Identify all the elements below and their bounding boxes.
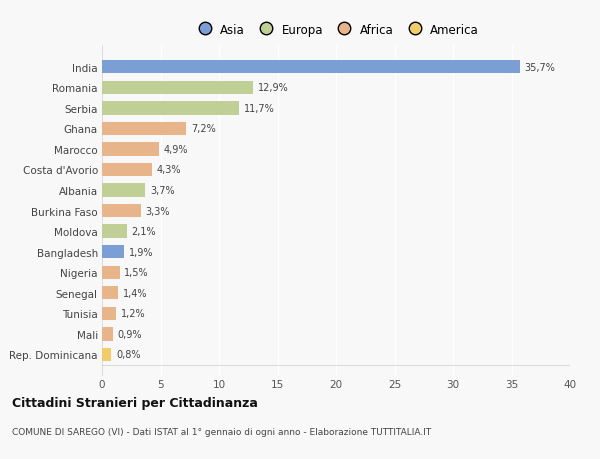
- Text: 12,9%: 12,9%: [257, 83, 289, 93]
- Bar: [102, 123, 186, 136]
- Text: 0,8%: 0,8%: [116, 350, 140, 360]
- Bar: [102, 163, 152, 177]
- Bar: [102, 328, 113, 341]
- Text: 1,9%: 1,9%: [129, 247, 154, 257]
- Text: COMUNE DI SAREGO (VI) - Dati ISTAT al 1° gennaio di ogni anno - Elaborazione TUT: COMUNE DI SAREGO (VI) - Dati ISTAT al 1°…: [12, 427, 431, 436]
- Text: 4,9%: 4,9%: [164, 145, 188, 155]
- Text: 11,7%: 11,7%: [244, 104, 274, 113]
- Bar: [102, 307, 116, 320]
- Text: 4,3%: 4,3%: [157, 165, 181, 175]
- Text: 35,7%: 35,7%: [524, 62, 555, 73]
- Text: 7,2%: 7,2%: [191, 124, 215, 134]
- Text: 1,5%: 1,5%: [124, 268, 149, 278]
- Bar: [102, 266, 119, 280]
- Bar: [102, 61, 520, 74]
- Bar: [102, 102, 239, 115]
- Bar: [102, 184, 145, 197]
- Text: 3,7%: 3,7%: [150, 185, 175, 196]
- Text: 1,2%: 1,2%: [121, 309, 145, 319]
- Text: Cittadini Stranieri per Cittadinanza: Cittadini Stranieri per Cittadinanza: [12, 396, 258, 409]
- Bar: [102, 246, 124, 259]
- Bar: [102, 225, 127, 238]
- Bar: [102, 286, 118, 300]
- Bar: [102, 348, 112, 361]
- Text: 1,4%: 1,4%: [123, 288, 148, 298]
- Bar: [102, 81, 253, 95]
- Bar: [102, 143, 160, 156]
- Text: 3,3%: 3,3%: [145, 206, 170, 216]
- Text: 2,1%: 2,1%: [131, 227, 156, 237]
- Legend: Asia, Europa, Africa, America: Asia, Europa, Africa, America: [188, 19, 484, 41]
- Text: 0,9%: 0,9%: [117, 329, 142, 339]
- Bar: [102, 204, 140, 218]
